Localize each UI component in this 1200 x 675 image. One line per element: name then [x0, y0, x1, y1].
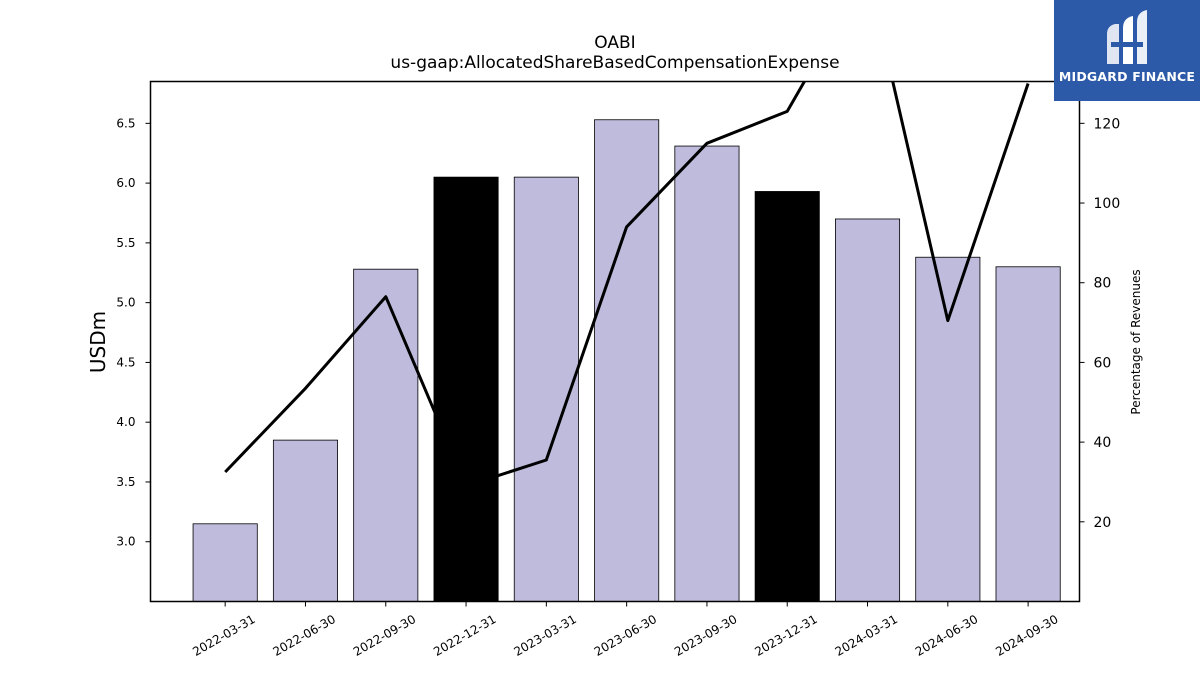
bar-2023-12-31 — [754, 191, 820, 602]
x-tick-label: 2024-09-30 — [993, 612, 1060, 659]
y-right-tick-label: 100 — [1094, 196, 1121, 212]
y-right-tick-label: 20 — [1094, 515, 1112, 531]
y-axis-left: 3.0 3.5 4.0 4.5 5.0 5.5 6.0 6.5 — [116, 116, 151, 549]
y-axis-right-label: Percentage of Revenues — [1129, 269, 1143, 414]
y-tick-label: 4.0 — [116, 415, 135, 429]
x-tick-label: 2022-06-30 — [271, 612, 338, 659]
bar-2022-12-31 — [433, 176, 499, 602]
x-tick-label: 2022-12-31 — [431, 612, 498, 659]
bar-2022-03-31 — [192, 523, 258, 602]
bars-group — [192, 119, 1061, 602]
bar-2023-09-30 — [674, 145, 740, 602]
y-right-tick-label: 80 — [1094, 276, 1112, 292]
bar-2023-06-30 — [594, 119, 660, 602]
x-tick-label: 2023-06-30 — [592, 612, 659, 659]
x-tick-label: 2023-12-31 — [752, 612, 819, 659]
chart-subtitle: us-gaap:AllocatedShareBasedCompensationE… — [390, 53, 839, 73]
y-tick-label: 5.0 — [116, 296, 135, 310]
midgard-logo-icon — [1107, 10, 1147, 64]
line-series-percentage-of-revenues — [224, 81, 1030, 488]
x-tick-label: 2023-03-31 — [511, 612, 578, 659]
y-tick-label: 6.5 — [116, 116, 135, 130]
line-group — [224, 81, 1030, 488]
y-right-tick-label: 40 — [1094, 435, 1112, 451]
y-axis-right: 20 40 60 80 100 120 — [1079, 116, 1121, 531]
x-tick-label: 2023-09-30 — [672, 612, 739, 659]
x-axis: 2022-03-31 2022-06-30 2022-09-30 2022-12-31… — [190, 601, 1061, 659]
x-tick-label: 2024-06-30 — [913, 612, 980, 659]
plot-frame — [149, 80, 1081, 603]
x-tick-label: 2022-09-30 — [351, 612, 418, 659]
y-axis-label: USDm — [86, 311, 110, 373]
x-tick-label: 2024-03-31 — [833, 612, 900, 659]
y-tick-label: 4.5 — [116, 355, 135, 369]
brand-logo: MIDGARD FINANCE — [1054, 0, 1200, 101]
y-tick-label: 3.5 — [116, 475, 135, 489]
bar-2022-09-30 — [353, 268, 419, 602]
bar-2024-06-30 — [915, 256, 981, 602]
y-right-tick-label: 60 — [1094, 355, 1112, 371]
bar-2022-06-30 — [272, 439, 338, 602]
bar-2023-03-31 — [513, 176, 579, 602]
y-right-tick-label: 120 — [1094, 116, 1121, 132]
y-tick-label: 6.0 — [116, 176, 135, 190]
x-tick-label: 2022-03-31 — [190, 612, 257, 659]
y-tick-label: 3.0 — [116, 535, 135, 549]
chart-title: OABI — [594, 33, 635, 53]
bar-2024-03-31 — [835, 218, 901, 602]
bar-2024-09-30 — [995, 266, 1061, 602]
brand-logo-text: MIDGARD FINANCE — [1058, 69, 1196, 84]
y-tick-label: 5.5 — [116, 236, 135, 250]
